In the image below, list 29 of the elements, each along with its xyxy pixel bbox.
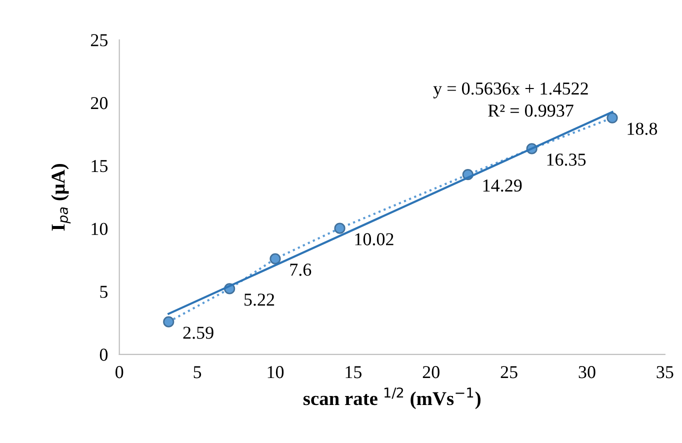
- annotation: R² = 0.9937: [488, 104, 574, 117]
- y-tick-label: 20: [90, 97, 108, 110]
- data-label: 16.35: [547, 154, 586, 166]
- data-label: 2.59: [183, 326, 214, 339]
- point: [606, 112, 618, 124]
- x-axis-title: scan rate $^{1/2}$ (mVs$^{−1}$): [303, 387, 480, 410]
- data-label: 7.6: [290, 264, 312, 276]
- x-tick-label: 30: [578, 366, 596, 378]
- y-tick-label: 10: [92, 222, 108, 236]
- y-tick-label: 15: [92, 160, 108, 172]
- data-label: 14.29: [483, 180, 522, 192]
- y-tick-label: 25: [90, 34, 108, 46]
- x-tick-label: 35: [656, 366, 674, 378]
- y-tick-label: 5: [100, 286, 108, 298]
- point: [334, 222, 346, 234]
- data-label: 10.02: [355, 233, 394, 246]
- x-tick-label: 0: [116, 366, 124, 378]
- x-tick-label: 15: [346, 366, 362, 378]
- y-tick-label: 0: [100, 348, 108, 361]
- annotation: y = 0.5636x + 1.4522: [433, 82, 588, 98]
- data-label: 18.8: [628, 122, 658, 135]
- point: [163, 316, 174, 328]
- x-tick-label: 25: [500, 366, 518, 378]
- x-tick-label: 5: [194, 366, 202, 378]
- data-label: 5.22: [244, 294, 274, 306]
- x-tick-label: 10: [268, 366, 284, 378]
- y-axis-title: I$_{pa}$ (μA): [51, 164, 71, 231]
- point: [270, 253, 281, 264]
- x-tick-label: 20: [422, 366, 440, 378]
